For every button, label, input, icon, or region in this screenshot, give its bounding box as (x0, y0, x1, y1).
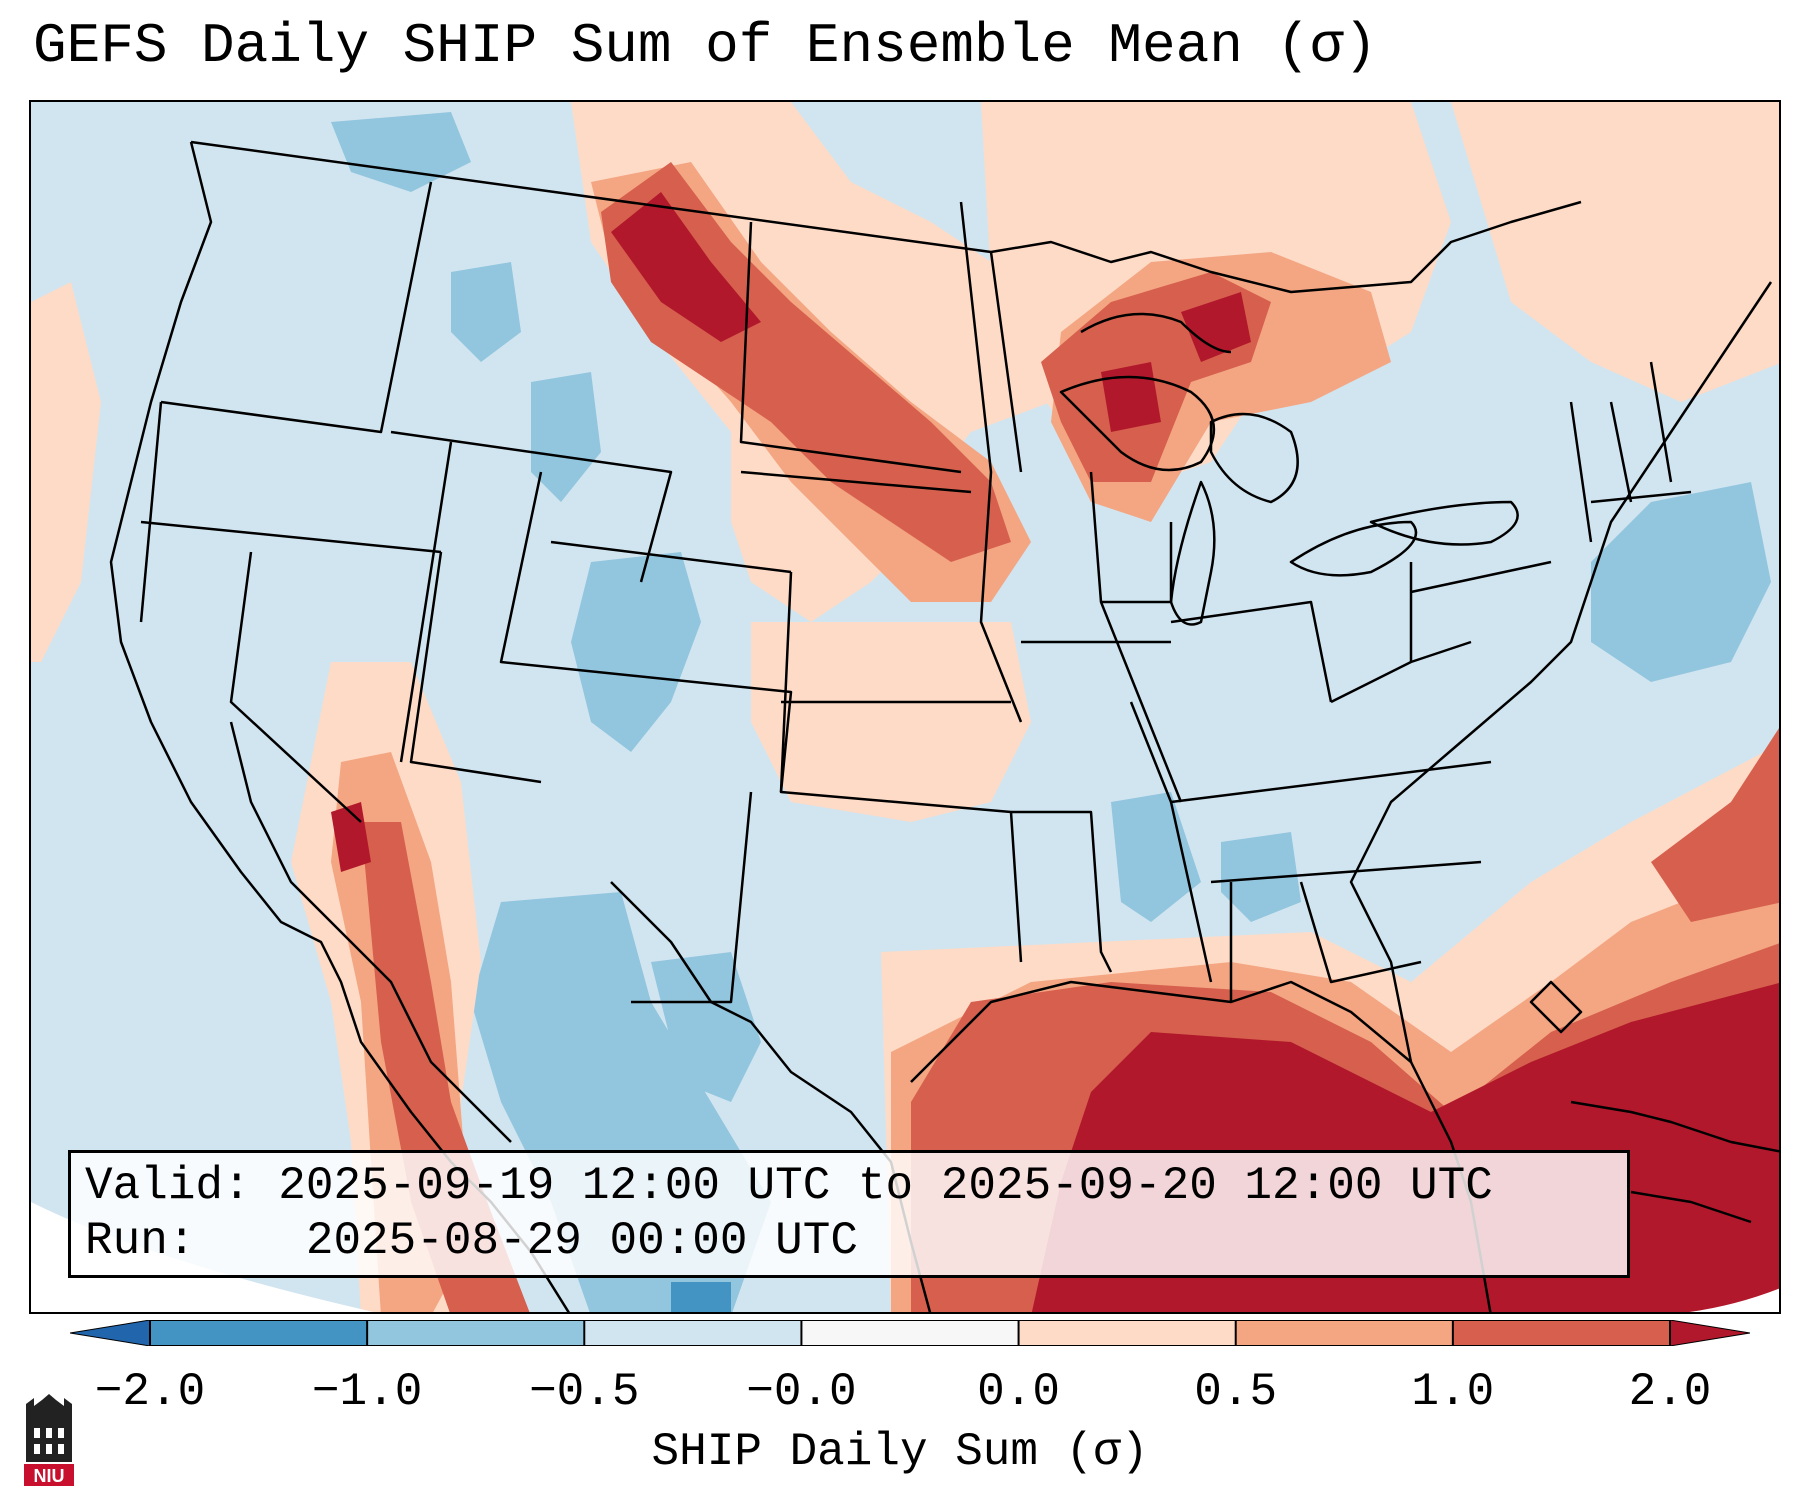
colorbar-tick-label: 2.0 (1628, 1366, 1712, 1418)
valid-time: 2025-09-19 12:00 UTC to 2025-09-20 12:00… (278, 1160, 1493, 1212)
colorbar (70, 1320, 1750, 1346)
colorbar-bin (1235, 1320, 1453, 1346)
colorbar-tick-label: 0.0 (977, 1366, 1060, 1418)
chart-title: GEFS Daily SHIP Sum of Ensemble Mean (σ) (33, 14, 1378, 78)
colorbar-tick-label: −2.0 (94, 1366, 206, 1418)
colorbar-tick-label: −1.0 (311, 1366, 423, 1418)
colorbar-tick-label: −0.5 (529, 1366, 640, 1418)
colorbar-label: SHIP Daily Sum (σ) (651, 1426, 1149, 1478)
niu-logo: NIU (24, 1394, 74, 1486)
colorbar-extend-over (1669, 1320, 1750, 1346)
colorbar-bin (801, 1320, 1019, 1346)
map-panel (29, 100, 1781, 1314)
run-time: 2025-08-29 00:00 UTC (305, 1215, 858, 1267)
colorbar-bin (1018, 1320, 1236, 1346)
colorbar-extend-under (70, 1320, 151, 1346)
valid-run-info-box: Valid: 2025-09-19 12:00 UTC to 2025-09-2… (68, 1150, 1630, 1278)
logo-text: NIU (34, 1466, 65, 1486)
colorbar-tick-label: 0.5 (1194, 1366, 1278, 1418)
run-label: Run: (85, 1215, 196, 1267)
ship-anomaly-map (31, 102, 1779, 1312)
colorbar-bin (367, 1320, 585, 1346)
colorbar-bin (150, 1320, 368, 1346)
colorbar-tick-label: −0.0 (746, 1366, 857, 1418)
valid-label: Valid: (85, 1160, 251, 1212)
colorbar-bin (584, 1320, 802, 1346)
colorbar-tick-label: 1.0 (1411, 1366, 1495, 1418)
colorbar-bin (1452, 1320, 1670, 1346)
